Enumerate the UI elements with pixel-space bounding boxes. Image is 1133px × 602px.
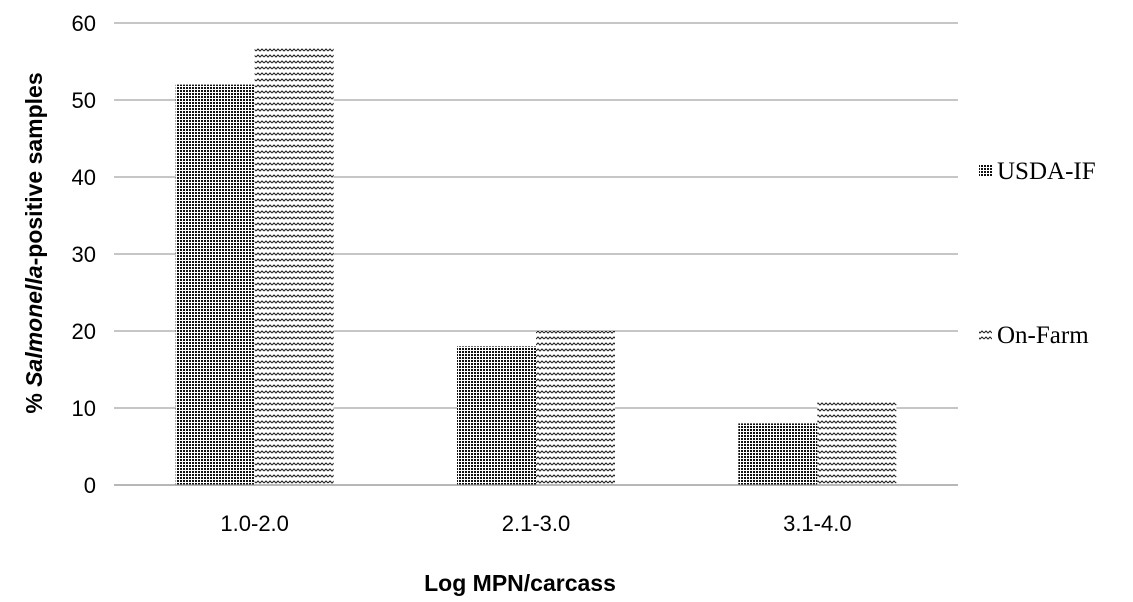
y-tick-label: 10: [72, 396, 96, 421]
bar-on-farm-1-0-2-0: [254, 46, 334, 485]
y-tick-label: 50: [72, 88, 96, 113]
bar-on-farm-3-1-4-0: [817, 400, 897, 485]
x-tick-labels: 1.0-2.0 2.1-3.0 3.1-4.0: [220, 511, 851, 536]
x-tick-label: 3.1-4.0: [783, 511, 852, 536]
y-tick-label: 0: [84, 473, 96, 498]
bar-on-farm-2-1-3-0: [536, 331, 615, 485]
y-axis-title: % Salmonella-positive samples: [21, 72, 47, 413]
y-axis-title-suffix: -positive samples: [21, 72, 47, 265]
x-tick-label: 1.0-2.0: [220, 511, 289, 536]
legend-swatch-usda-if: [979, 164, 992, 177]
bar-usda-if-1-0-2-0: [175, 84, 255, 485]
x-axis-title: Log MPN/carcass: [424, 570, 616, 596]
y-tick-label: 60: [72, 11, 96, 36]
bar-usda-if-3-1-4-0: [738, 423, 818, 485]
bar-usda-if-2-1-3-0: [457, 346, 536, 485]
y-tick-label: 20: [72, 319, 96, 344]
y-axis-title-prefix: %: [21, 387, 47, 414]
legend-item-on-farm: On-Farm: [979, 322, 1089, 349]
y-axis-title-italic: Salmonella: [21, 265, 47, 387]
y-tick-label: 40: [72, 165, 96, 190]
bars: [175, 46, 897, 485]
legend-item-usda-if: USDA-IF: [979, 158, 1096, 185]
legend-label-on-farm: On-Farm: [997, 322, 1089, 349]
legend-label-usda-if: USDA-IF: [997, 158, 1096, 185]
y-tick-labels: 0 10 20 30 40 50 60: [72, 11, 96, 498]
x-tick-label: 2.1-3.0: [502, 511, 571, 536]
legend-swatch-on-farm: [979, 328, 992, 341]
legend: USDA-IF On-Farm: [979, 158, 1096, 349]
y-tick-label: 30: [72, 242, 96, 267]
